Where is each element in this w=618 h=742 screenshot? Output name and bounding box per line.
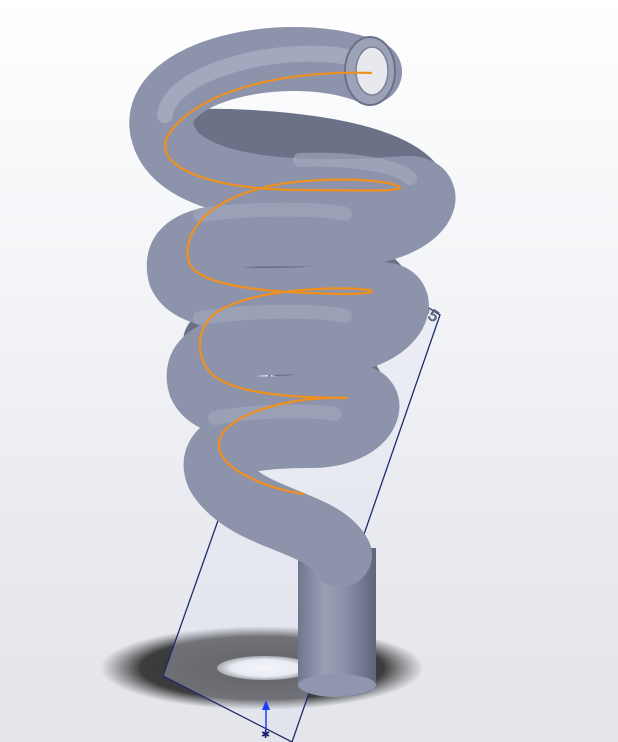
swept-tube[interactable] — [129, 27, 456, 697]
svg-text:✱: ✱ — [261, 729, 270, 741]
tube-bottom-end — [298, 674, 376, 696]
shadow-hole — [217, 656, 313, 680]
tube-top-bore — [355, 46, 389, 96]
sweep-path[interactable] — [164, 71, 402, 496]
coordinate-triad-icon: ✱ — [261, 700, 270, 741]
tube-stem — [298, 548, 376, 697]
